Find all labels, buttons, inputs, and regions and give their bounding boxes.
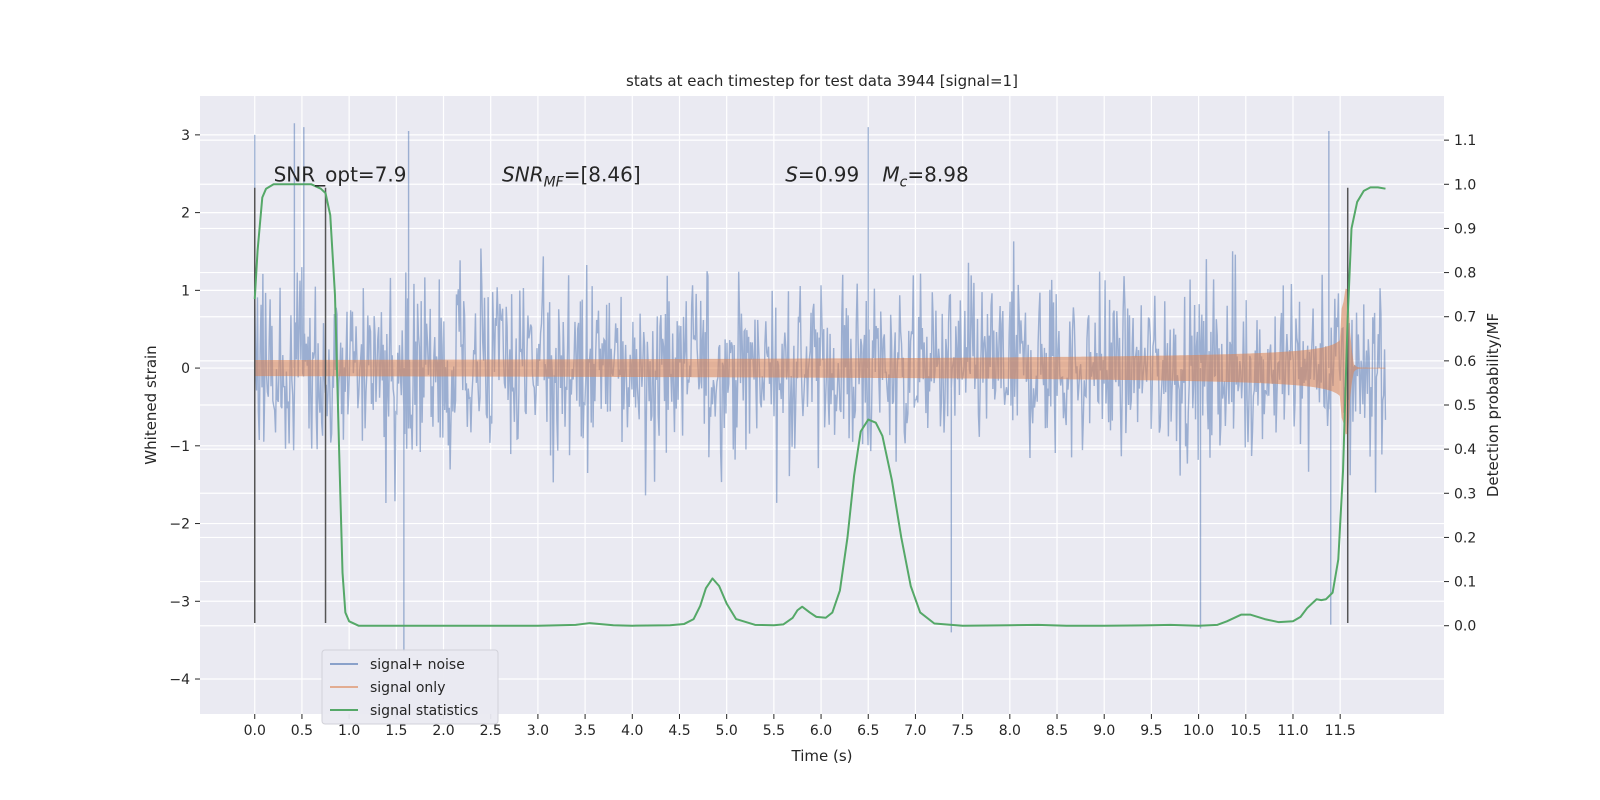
series-signal-only bbox=[254, 288, 1386, 435]
chart-title: stats at each timestep for test data 394… bbox=[626, 72, 1018, 90]
y2-axis-ticks: 0.0 0.1 0.2 0.3 0.4 0.5 0.6 0.7 0.8 0.9 1.0 1.1 bbox=[1444, 133, 1476, 635]
x-tick-label: 10.5 bbox=[1230, 723, 1261, 739]
x-tick-label: 5.0 bbox=[716, 723, 738, 739]
x-tick-label: 0.0 bbox=[244, 723, 266, 739]
y2-tick-label: 0.1 bbox=[1454, 575, 1476, 591]
y2-axis-label: Detection probability/MF bbox=[1484, 313, 1502, 497]
y-tick-label: 0 bbox=[181, 361, 190, 377]
x-tick-label: 0.5 bbox=[291, 723, 313, 739]
y-tick-label: 3 bbox=[181, 128, 190, 144]
series-signal-statistics bbox=[253, 183, 1386, 627]
annotation-text: S=0.99 bbox=[785, 163, 859, 187]
signal-statistics-line bbox=[253, 183, 1386, 627]
legend-items: signal+ noise signal only signal statistic… bbox=[330, 657, 478, 719]
legend-box bbox=[321, 649, 499, 725]
x-tick-label: 5.5 bbox=[763, 723, 785, 739]
x-tick-label: 7.0 bbox=[904, 723, 926, 739]
x-tick-label: 2.5 bbox=[480, 723, 502, 739]
annotations: SNR_opt=7.9 SNRMF=[8.46] S=0.99 Mc=8.98 bbox=[274, 163, 969, 191]
y-tick-label: −4 bbox=[169, 672, 190, 688]
x-tick-label: 7.5 bbox=[952, 723, 974, 739]
y-tick-label: −2 bbox=[169, 517, 190, 533]
signal-only-waveform bbox=[254, 288, 1386, 435]
y2-tick-label: 0.6 bbox=[1454, 354, 1476, 370]
x-tick-label: 4.0 bbox=[621, 723, 643, 739]
legend-label: signal statistics bbox=[370, 703, 478, 719]
x-tick-label: 6.5 bbox=[857, 723, 879, 739]
y2-tick-label: 1.1 bbox=[1454, 133, 1476, 149]
y2-tick-label: 0.7 bbox=[1454, 310, 1476, 326]
x-tick-label: 1.5 bbox=[385, 723, 407, 739]
y2-tick-label: 1.0 bbox=[1454, 177, 1476, 193]
x-axis-label: Time (s) bbox=[791, 747, 853, 765]
x-tick-label: 3.5 bbox=[574, 723, 596, 739]
x-axis-ticks: 0.0 0.5 1.0 1.5 2.0 2.5 3.0 3.5 4.0 4.5 5.0 5.5 6.0 6… bbox=[244, 714, 1356, 739]
y-tick-label: −3 bbox=[169, 594, 190, 610]
y2-tick-label: 0.5 bbox=[1454, 398, 1476, 414]
x-tick-label: 10.0 bbox=[1183, 723, 1214, 739]
y2-tick-label: 0.9 bbox=[1454, 221, 1476, 237]
y-tick-label: 2 bbox=[181, 206, 190, 222]
x-tick-label: 11.0 bbox=[1277, 723, 1308, 739]
annotation-text: SNRMF=[8.46] bbox=[502, 163, 641, 191]
x-tick-label: 2.0 bbox=[432, 723, 454, 739]
x-tick-label: 8.5 bbox=[1046, 723, 1068, 739]
x-tick-label: 11.5 bbox=[1325, 723, 1356, 739]
x-tick-label: 6.0 bbox=[810, 723, 832, 739]
y2-tick-label: 0.4 bbox=[1454, 442, 1476, 458]
y-tick-label: −1 bbox=[169, 439, 190, 455]
x-tick-label: 1.0 bbox=[338, 723, 360, 739]
legend: signal+ noise signal only signal statistic… bbox=[321, 649, 499, 725]
plot-clip bbox=[253, 123, 1387, 652]
y-axis-ticks: −4 −3 −2 −1 0 1 2 3 bbox=[169, 128, 200, 688]
annotation-text: Mc=8.98 bbox=[882, 163, 968, 191]
legend-label: signal only bbox=[370, 680, 445, 696]
vertical-markers bbox=[253, 187, 1349, 624]
x-tick-label: 9.0 bbox=[1093, 723, 1115, 739]
y-tick-label: 1 bbox=[181, 283, 190, 299]
x-tick-label: 4.5 bbox=[668, 723, 690, 739]
x-tick-label: 3.0 bbox=[527, 723, 549, 739]
annotation-text: SNR_opt=7.9 bbox=[274, 163, 407, 187]
y2-tick-label: 0.3 bbox=[1454, 486, 1476, 502]
y2-tick-label: 0.0 bbox=[1454, 619, 1476, 635]
legend-label: signal+ noise bbox=[370, 657, 465, 673]
x-tick-label: 8.0 bbox=[999, 723, 1021, 739]
y2-tick-label: 0.2 bbox=[1454, 530, 1476, 546]
x-tick-label: 9.5 bbox=[1140, 723, 1162, 739]
y2-tick-label: 0.8 bbox=[1454, 266, 1476, 282]
y-axis-label: Whitened strain bbox=[142, 345, 160, 464]
